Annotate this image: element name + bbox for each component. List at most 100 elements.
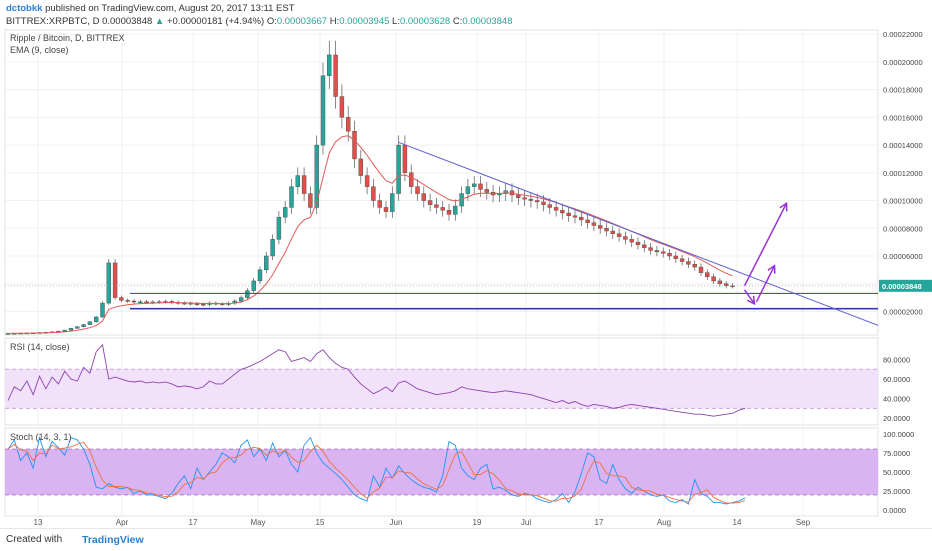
candle-down (648, 247, 653, 251)
candle-up (264, 255, 269, 271)
y-tick-label: 0.00018000 (883, 86, 923, 95)
arrow-head (767, 264, 776, 274)
x-tick-label: Jul (521, 518, 531, 527)
stoch-k-polyline (7, 435, 746, 505)
open-label: O: (266, 16, 277, 27)
candle-down (421, 193, 426, 201)
candle-down (629, 239, 634, 243)
stoch-d-polyline (7, 441, 746, 504)
x-tick-label: Aug (657, 518, 671, 527)
candle-up (283, 207, 288, 218)
candle-down (585, 219, 590, 223)
candle-down (661, 251, 666, 254)
candle-up (472, 183, 477, 187)
candle-down (119, 297, 124, 301)
candle-up (87, 321, 93, 325)
candle-down (339, 96, 345, 118)
candle-down (383, 207, 389, 212)
stoch-tick-label: 50.0000 (883, 468, 910, 477)
candle-down (144, 301, 149, 303)
y-tick-label: 0.00012000 (883, 169, 923, 178)
candle-down (730, 285, 735, 287)
rsi-tick-label: 60.0000 (883, 375, 910, 384)
candle-down (686, 261, 691, 265)
up-triangle-icon: ▲ (154, 16, 165, 27)
arrow-shaft (755, 265, 776, 303)
candle-up (270, 239, 275, 257)
candle-up (251, 280, 256, 291)
candle-up (238, 297, 244, 302)
stoch-lines (7, 435, 746, 505)
candle-down (415, 186, 420, 194)
arrow-head (779, 201, 788, 212)
rsi-polyline (7, 343, 746, 417)
candle-down (131, 300, 137, 303)
footer: Created with TradingView (0, 528, 932, 551)
candle-up (257, 269, 263, 282)
candle-up (245, 290, 250, 298)
x-tick-label: 14 (733, 518, 742, 527)
stoch-legend[interactable]: Stoch (14, 3, 1) (10, 432, 72, 442)
y-tick-label: 0.00020000 (883, 58, 923, 67)
candle-up (503, 190, 508, 194)
rsi-tick-label: 20.0000 (883, 414, 910, 423)
candle-down (346, 117, 351, 132)
candle-up (100, 302, 105, 318)
ema-legend[interactable]: EMA (9, close) (10, 45, 69, 55)
chart-header-line2: BITTREX:XRPBTC, D 0.00003848 ▲ +0.000001… (6, 16, 513, 27)
candle-down (560, 210, 565, 214)
candle-up (396, 144, 401, 194)
candle-down (616, 233, 622, 237)
candle-down (705, 272, 710, 277)
author-name[interactable]: dctobkk (6, 3, 43, 14)
ema-line (7, 135, 733, 334)
candle-up (62, 329, 67, 332)
last-price: 0.00003848 (102, 16, 153, 27)
candle-down (446, 210, 452, 215)
trendline (398, 141, 879, 326)
tradingview-logo[interactable]: TradingView (82, 534, 144, 546)
candle-down (528, 198, 534, 201)
candle-down (201, 304, 206, 306)
grid (5, 30, 878, 516)
candle-down (679, 258, 685, 262)
rsi-band (5, 369, 878, 409)
instrument-legend[interactable]: Ripple / Bitcoin, D, BITTREX (10, 33, 125, 43)
rsi-tick-label: 40.0000 (883, 395, 910, 404)
candle-down (547, 204, 552, 208)
y-tick-label: 0.00002000 (883, 307, 923, 316)
indicator-bands (5, 368, 878, 496)
candle-down (434, 204, 439, 208)
candle-down (377, 200, 382, 208)
candle-down (667, 253, 672, 257)
price-tag-label: 0.00003848 (882, 282, 922, 291)
candle-down (516, 194, 521, 198)
stoch-tick-label: 25.0000 (883, 487, 910, 496)
candle-down (352, 131, 357, 160)
x-tick-label: May (250, 518, 265, 527)
candle-down (604, 228, 609, 232)
candle-down (358, 158, 363, 176)
drawings[interactable] (5, 141, 879, 326)
y-tick-label: 0.00008000 (883, 224, 923, 233)
arrow-down (743, 289, 756, 306)
close-label: C: (452, 16, 463, 27)
stoch-tick-label: 0.0000 (883, 506, 906, 515)
candle-up (93, 316, 99, 323)
candles[interactable] (5, 40, 735, 335)
x-tick-label: Jun (390, 518, 403, 527)
candle-down (717, 280, 723, 284)
chart-header-line1: dctobkk published on TradingView.com, Au… (6, 3, 295, 14)
stoch-band (5, 449, 878, 495)
candle-down (553, 207, 559, 211)
close-value: 0.00003848 (462, 16, 513, 27)
candle-down (541, 201, 546, 205)
candle-down (371, 186, 376, 201)
rsi-legend[interactable]: RSI (14, close) (10, 342, 70, 352)
candle-down (591, 222, 597, 226)
stoch-tick-label: 100.0000 (883, 430, 914, 439)
publish-info: published on TradingView.com, August 20,… (45, 3, 295, 14)
x-tick-label: 17 (189, 518, 198, 527)
candle-down (566, 212, 571, 216)
